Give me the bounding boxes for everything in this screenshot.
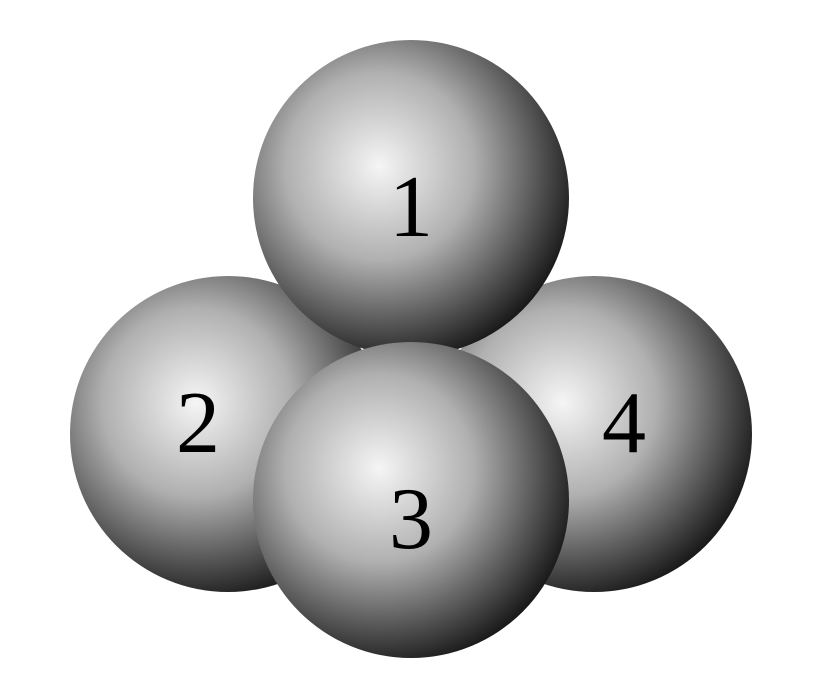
sphere-4-label: 4 (589, 376, 659, 473)
sphere-diagram: 2 4 1 3 (0, 0, 818, 693)
sphere-3-label: 3 (376, 472, 446, 569)
sphere-2-label: 2 (163, 376, 233, 473)
sphere-1-label: 1 (376, 160, 446, 257)
